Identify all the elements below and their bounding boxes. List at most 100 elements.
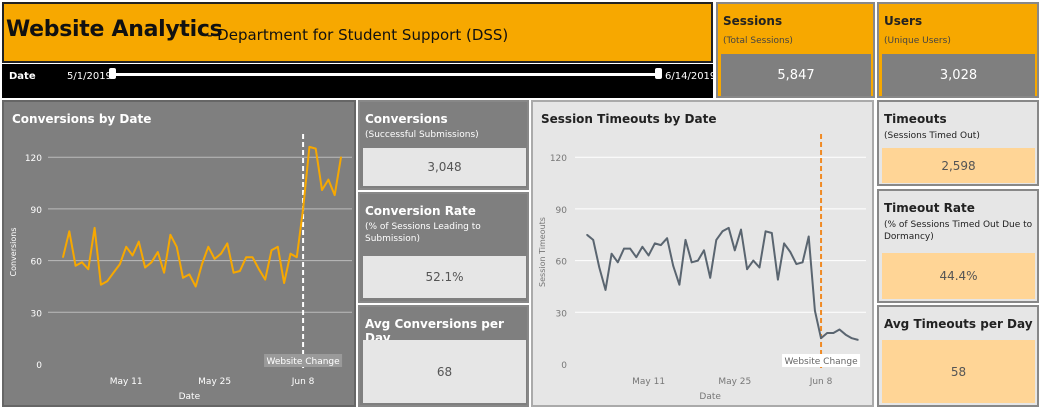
conversions-value: 3,048 [363,148,526,186]
data-point [660,244,662,246]
timeouts-label: Timeouts [884,112,947,126]
data-point [314,147,317,150]
conversion-rate-label: Conversion Rate [365,204,476,218]
y-tick-label: 120 [25,154,42,164]
data-point [258,268,260,271]
data-point [826,332,829,334]
data-point [321,189,323,191]
data-point [814,309,816,312]
data-point [820,337,822,339]
data-point [604,289,607,291]
data-point [333,194,336,196]
conversion-rate-sublabel: (% of Sessions Leading to Submission) [365,222,481,244]
timeouts-card: Timeouts (Sessions Timed Out) 2,598 [877,100,1039,186]
date-start-value: 5/1/2019 [67,71,112,82]
timeouts-sublabel: (Sessions Timed Out) [884,131,980,141]
data-point [770,232,773,234]
y-tick-label: 60 [556,258,568,268]
data-point [74,264,77,267]
data-point [327,178,330,181]
data-point [175,246,178,248]
data-point [68,230,71,233]
data-point [226,242,229,245]
page-title: Website Analytics [6,17,223,42]
date-range-start-handle[interactable] [109,68,116,79]
data-point [131,254,134,257]
data-point [340,156,342,159]
data-point [264,278,266,281]
data-point [801,261,804,264]
data-point [734,249,736,252]
data-point [666,237,668,240]
data-point [832,332,835,334]
data-point [62,256,64,258]
data-point [220,252,222,255]
data-point [100,283,102,286]
y-tick-label: 90 [556,206,568,216]
users-label: Users [884,14,923,28]
website-change-label-bg [782,354,861,367]
data-point [758,266,761,269]
data-point [690,261,693,264]
website-change-label-bg [264,354,343,367]
avg-timeouts-value: 58 [882,340,1035,403]
data-point [740,228,742,231]
conversions-card: Conversions (Successful Submissions) 3,0… [358,100,529,190]
data-point [289,252,292,255]
data-point [201,263,203,265]
data-point [182,277,184,279]
data-point [783,242,785,245]
data-point [703,249,705,252]
avg-timeouts-label: Avg Timeouts per Day [884,317,1033,331]
data-point [251,256,254,258]
data-point [752,259,755,262]
data-point [764,230,767,233]
x-tick-label: May 11 [632,377,665,387]
data-point [125,246,127,248]
data-point [727,227,730,229]
data-point [308,146,311,148]
x-tick-label: Jun 8 [291,377,315,387]
sessions-label: Sessions [723,14,783,28]
data-point [144,266,146,269]
sessions-sublabel: (Total Sessions) [723,36,793,46]
users-card: Users (Unique Users) 3,028 [877,2,1039,98]
website-change-label: Website Change [266,357,340,367]
date-filter-bar [2,64,713,98]
data-point [857,339,859,341]
data-point [302,208,304,210]
data-point [87,268,90,271]
data-point [598,266,601,269]
timeout-rate-card: Timeout Rate (% of Sessions Timed Out Du… [877,189,1039,303]
sessions-card: Sessions (Total Sessions) 5,847 [716,2,875,98]
data-point [81,261,83,264]
data-point [150,261,153,264]
data-point [169,233,172,236]
header-banner [2,2,713,63]
data-point [709,277,711,279]
data-point [163,271,165,274]
y-tick-label: 0 [561,361,567,371]
page-subtitle: - Department for Student Support (DSS) [207,26,509,44]
data-point [838,328,841,331]
data-point [194,285,197,288]
date-range-end-handle[interactable] [655,68,662,79]
data-point [586,233,588,236]
timeout-rate-value: 44.4% [882,253,1035,299]
date-range-slider-track[interactable] [113,73,658,76]
data-point [213,258,216,260]
avg-conversions-value: 68 [363,340,526,403]
data-point [270,249,273,252]
y-axis-label: Session Timeouts [538,217,547,287]
data-point [188,273,191,276]
avg-conversions-card: Avg Conversions per Day 68 [358,305,529,407]
data-point [623,247,625,250]
timeout-rate-label: Timeout Rate [884,201,975,215]
website-change-label: Website Change [784,357,858,367]
data-point [777,278,779,281]
data-point [807,235,810,238]
data-point [592,239,594,241]
data-point [106,280,109,283]
conversions-label: Conversions [365,112,448,126]
data-point [93,227,96,229]
